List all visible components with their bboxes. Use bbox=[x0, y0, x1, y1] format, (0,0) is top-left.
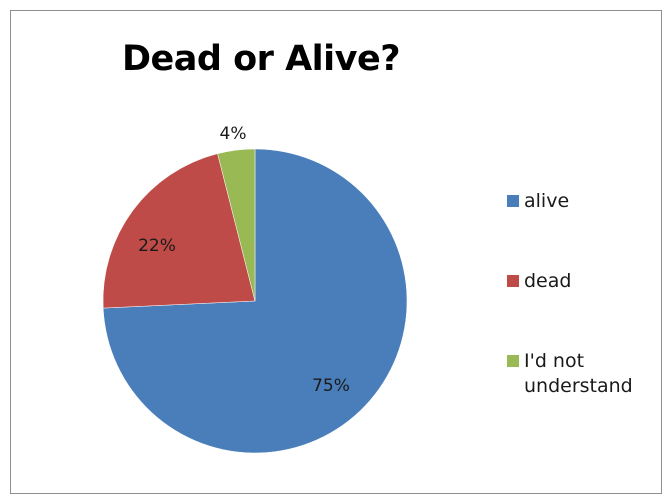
legend-label: dead bbox=[524, 270, 572, 292]
legend-swatch bbox=[507, 195, 519, 207]
chart-frame: Dead or Alive? 75% 22% 4% alive dead I'd not… bbox=[10, 10, 662, 494]
pie-chart: 75% 22% 4% bbox=[102, 124, 408, 454]
legend: alive dead I'd not understand bbox=[507, 189, 657, 429]
slice-data-label-1: 22% bbox=[138, 236, 176, 256]
legend-swatch bbox=[507, 355, 519, 367]
slice-data-label-2: 4% bbox=[220, 124, 247, 144]
slice-data-label-0: 75% bbox=[312, 376, 350, 396]
legend-label: alive bbox=[524, 190, 570, 212]
legend-label: I'd not understand bbox=[524, 350, 633, 397]
pie-slice-1 bbox=[102, 153, 256, 309]
pie-slice-2 bbox=[217, 148, 256, 302]
chart-title: Dead or Alive? bbox=[121, 39, 401, 79]
legend-item-1: dead bbox=[507, 269, 657, 349]
legend-swatch bbox=[507, 275, 519, 287]
legend-item-0: alive bbox=[507, 189, 657, 269]
legend-item-2: I'd not understand bbox=[507, 349, 657, 429]
